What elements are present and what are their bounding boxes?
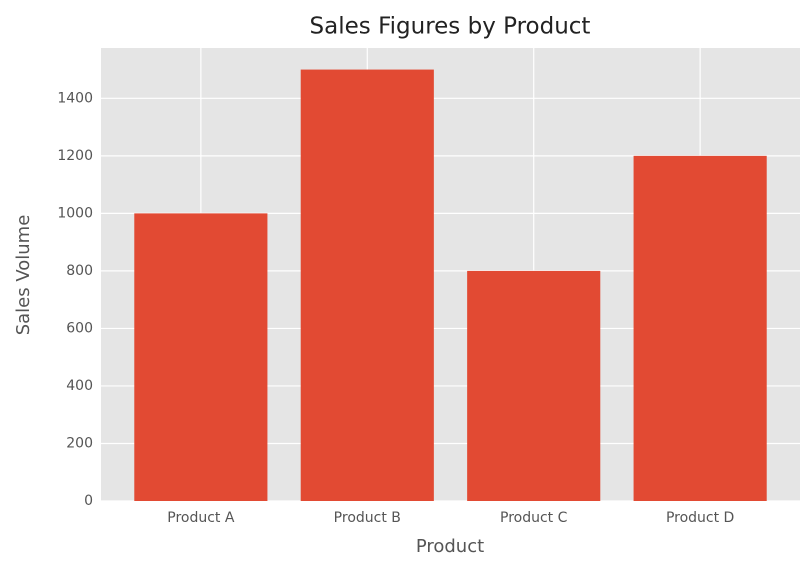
y-tick-label: 1000: [57, 205, 93, 221]
y-tick-label: 1200: [57, 148, 93, 164]
bar: [300, 69, 434, 502]
x-tick-label: Product D: [666, 510, 734, 526]
y-axis-label: Sales Volume: [13, 215, 34, 336]
bar: [633, 155, 767, 501]
y-tick-label: 800: [66, 263, 93, 279]
x-axis-label: Product: [416, 536, 484, 557]
x-tick-label: Product C: [500, 510, 568, 526]
y-tick-label: 0: [84, 493, 93, 509]
bar: [134, 213, 268, 501]
y-tick-label: 400: [66, 378, 93, 394]
y-tick-label: 200: [66, 435, 93, 451]
bar: [467, 270, 601, 501]
x-tick-label: Product A: [167, 510, 235, 526]
chart-title: Sales Figures by Product: [310, 14, 591, 40]
y-tick-label: 1400: [57, 90, 93, 106]
y-tick-label: 600: [66, 320, 93, 336]
x-tick-label: Product B: [334, 510, 401, 526]
